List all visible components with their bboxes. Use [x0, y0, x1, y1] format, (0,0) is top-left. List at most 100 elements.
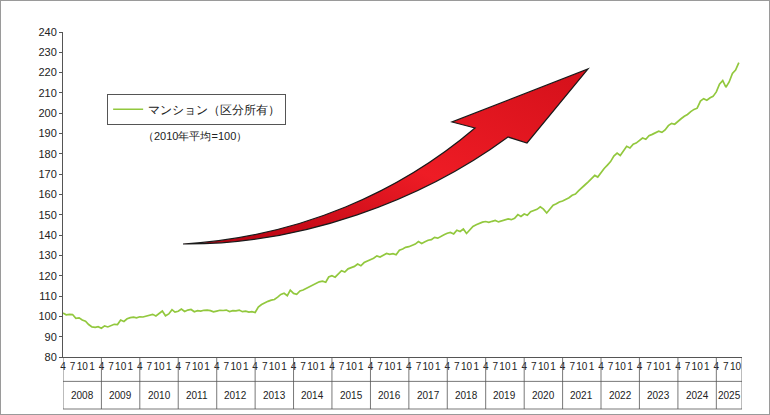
svg-text:170: 170 [38, 168, 56, 180]
svg-text:マンション（区分所有）: マンション（区分所有） [148, 103, 280, 117]
svg-text:1: 1 [166, 361, 172, 372]
svg-text:4: 4 [483, 361, 489, 372]
svg-text:2009: 2009 [109, 390, 132, 401]
svg-text:4: 4 [714, 361, 720, 372]
svg-text:10: 10 [499, 361, 511, 372]
svg-text:90: 90 [45, 331, 57, 343]
svg-text:10: 10 [230, 361, 242, 372]
svg-text:2011: 2011 [186, 390, 208, 401]
svg-text:7: 7 [723, 361, 729, 372]
svg-text:10: 10 [154, 361, 166, 372]
svg-text:4: 4 [175, 361, 181, 372]
svg-text:100: 100 [38, 310, 56, 322]
svg-text:200: 200 [38, 107, 56, 119]
svg-text:7: 7 [454, 361, 460, 372]
svg-text:4: 4 [99, 361, 105, 372]
svg-text:1: 1 [243, 361, 249, 372]
svg-text:2025: 2025 [718, 390, 741, 401]
svg-text:10: 10 [307, 361, 319, 372]
svg-text:2023: 2023 [647, 390, 670, 401]
svg-text:2021: 2021 [570, 390, 593, 401]
svg-text:7: 7 [339, 361, 345, 372]
svg-text:160: 160 [38, 188, 56, 200]
svg-text:7: 7 [416, 361, 422, 372]
svg-text:7: 7 [646, 361, 652, 372]
svg-text:4: 4 [406, 361, 412, 372]
svg-text:130: 130 [38, 249, 56, 261]
svg-text:2022: 2022 [609, 390, 632, 401]
svg-text:1: 1 [589, 361, 595, 372]
svg-text:10: 10 [538, 361, 550, 372]
svg-text:4: 4 [329, 361, 335, 372]
svg-text:2020: 2020 [532, 390, 555, 401]
svg-text:190: 190 [38, 127, 56, 139]
svg-text:7: 7 [685, 361, 691, 372]
svg-text:1: 1 [550, 361, 556, 372]
svg-text:4: 4 [252, 361, 258, 372]
svg-text:2010: 2010 [148, 390, 171, 401]
svg-text:7: 7 [608, 361, 614, 372]
svg-text:4: 4 [214, 361, 220, 372]
svg-text:4: 4 [560, 361, 566, 372]
svg-text:4: 4 [675, 361, 681, 372]
svg-text:1: 1 [281, 361, 287, 372]
svg-text:4: 4 [637, 361, 643, 372]
svg-text:7: 7 [70, 361, 76, 372]
svg-text:210: 210 [38, 87, 56, 99]
svg-text:10: 10 [346, 361, 358, 372]
svg-text:2012: 2012 [224, 390, 247, 401]
svg-text:230: 230 [38, 46, 56, 58]
svg-text:140: 140 [38, 229, 56, 241]
svg-text:10: 10 [269, 361, 281, 372]
svg-text:120: 120 [38, 270, 56, 282]
svg-text:2017: 2017 [417, 390, 440, 401]
svg-text:4: 4 [598, 361, 604, 372]
svg-text:10: 10 [653, 361, 665, 372]
svg-text:7: 7 [262, 361, 268, 372]
svg-text:2015: 2015 [340, 390, 363, 401]
svg-text:1: 1 [128, 361, 134, 372]
svg-text:7: 7 [492, 361, 498, 372]
svg-text:4: 4 [291, 361, 297, 372]
svg-text:150: 150 [38, 209, 56, 221]
svg-text:1: 1 [627, 361, 633, 372]
svg-text:2013: 2013 [263, 390, 286, 401]
svg-text:7: 7 [147, 361, 153, 372]
svg-text:7: 7 [224, 361, 230, 372]
svg-text:7: 7 [300, 361, 306, 372]
svg-text:4: 4 [444, 361, 450, 372]
svg-text:10: 10 [461, 361, 473, 372]
svg-text:1: 1 [397, 361, 403, 372]
svg-text:80: 80 [45, 351, 57, 363]
svg-text:2019: 2019 [493, 390, 516, 401]
svg-text:1: 1 [473, 361, 479, 372]
svg-text:10: 10 [384, 361, 396, 372]
svg-text:7: 7 [185, 361, 191, 372]
svg-text:7: 7 [108, 361, 114, 372]
svg-text:10: 10 [615, 361, 627, 372]
svg-text:10: 10 [423, 361, 435, 372]
svg-text:10: 10 [692, 361, 704, 372]
svg-text:4: 4 [137, 361, 143, 372]
svg-text:1: 1 [666, 361, 672, 372]
svg-text:4: 4 [521, 361, 527, 372]
svg-text:2018: 2018 [455, 390, 478, 401]
svg-text:1: 1 [320, 361, 326, 372]
svg-text:7: 7 [569, 361, 575, 372]
svg-text:110: 110 [39, 290, 57, 302]
svg-text:2008: 2008 [71, 390, 94, 401]
svg-text:240: 240 [38, 26, 56, 38]
svg-text:1: 1 [358, 361, 364, 372]
svg-text:1: 1 [704, 361, 710, 372]
svg-text:10: 10 [192, 361, 204, 372]
svg-text:4: 4 [60, 361, 66, 372]
svg-text:1: 1 [204, 361, 210, 372]
svg-text:180: 180 [38, 148, 56, 160]
svg-text:2024: 2024 [686, 390, 709, 401]
svg-text:10: 10 [115, 361, 127, 372]
svg-text:2016: 2016 [378, 390, 401, 401]
svg-text:220: 220 [38, 66, 56, 78]
svg-text:（2010年平均=100）: （2010年平均=100） [143, 130, 247, 142]
svg-text:2014: 2014 [301, 390, 324, 401]
svg-text:7: 7 [531, 361, 537, 372]
